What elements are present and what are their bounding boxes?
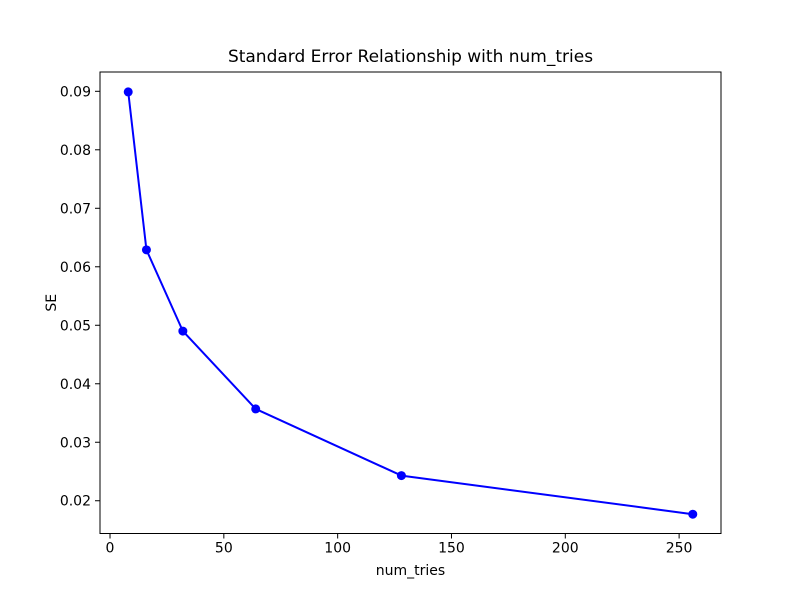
x-tick-label: 150: [438, 541, 465, 557]
y-tick-label: 0.09: [60, 84, 91, 100]
y-tick-label: 0.05: [60, 318, 91, 334]
x-tick-label: 50: [215, 541, 233, 557]
y-axis-label: SE: [44, 294, 60, 312]
data-point-marker: [123, 87, 133, 97]
data-point-marker: [251, 404, 261, 414]
data-point-marker: [141, 245, 151, 255]
x-tick-label: 250: [666, 541, 693, 557]
se-line-series: [127, 90, 694, 516]
x-axis-label: num_tries: [376, 563, 445, 579]
x-tick-label: 200: [552, 541, 579, 557]
y-tick-label: 0.04: [60, 377, 91, 393]
y-tick-label: 0.06: [60, 260, 91, 276]
data-point-marker: [688, 509, 698, 519]
x-tick-label: 100: [324, 541, 351, 557]
y-tick-label: 0.03: [60, 435, 91, 451]
y-tick-label: 0.08: [60, 143, 91, 159]
y-tick-label: 0.02: [60, 494, 91, 510]
axes-spines: [99, 71, 722, 534]
chart-title: Standard Error Relationship with num_tri…: [228, 47, 593, 67]
plot-area: [100, 72, 721, 534]
data-point-marker: [396, 471, 406, 481]
data-point-marker: [178, 326, 188, 336]
x-tick-label: 0: [106, 541, 115, 557]
y-tick-label: 0.07: [60, 201, 91, 217]
